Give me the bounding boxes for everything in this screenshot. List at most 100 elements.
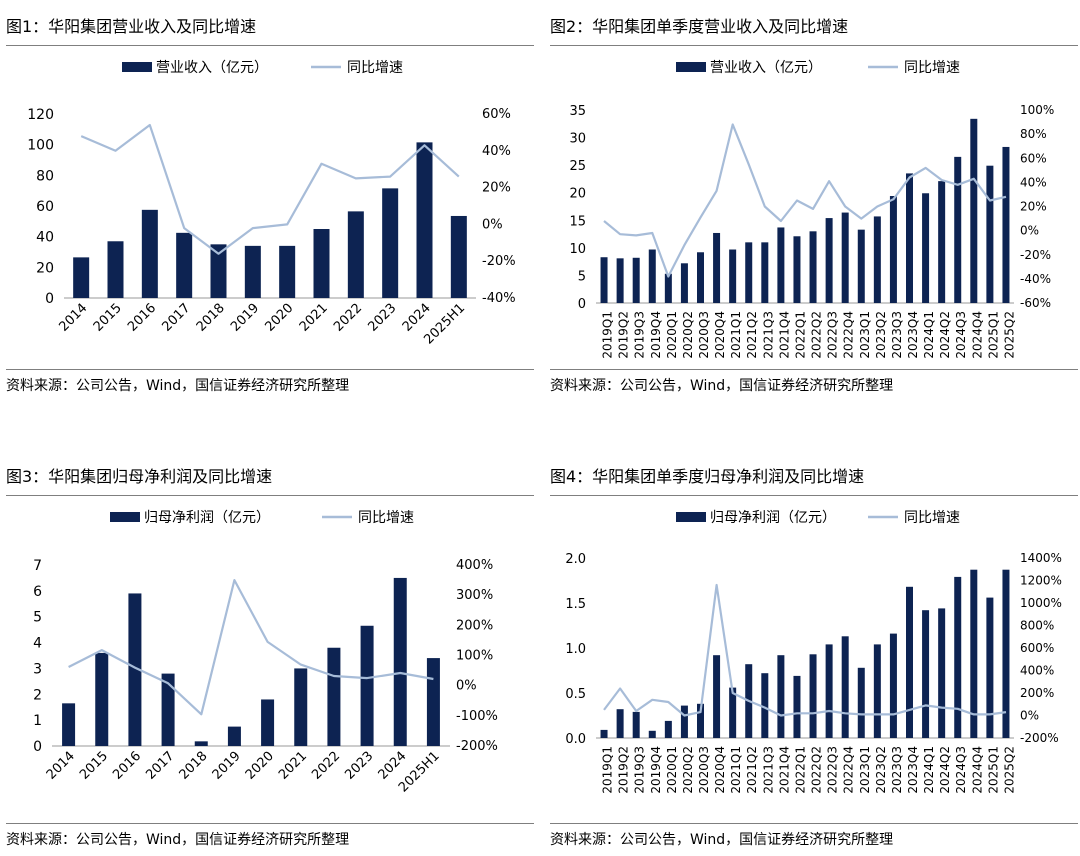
title-divider xyxy=(6,45,534,46)
revenue-annual-chart: 营业收入（亿元） 同比增速 0 20 40 60 80 100 120 -40% -20% 0% 20%… xyxy=(27,60,516,347)
y-left-tick-label: 0.5 xyxy=(565,687,586,702)
y-right-tick-label: 400% xyxy=(1020,664,1054,678)
legend-line-label: 同比增速 xyxy=(347,60,403,76)
bar-2020Q4 xyxy=(713,655,721,738)
bar-2019 xyxy=(244,245,261,298)
bar-2024Q3 xyxy=(954,156,962,303)
bar-2021Q3 xyxy=(761,242,769,303)
bar-2014 xyxy=(73,257,90,298)
x-tick-label: 2024Q1 xyxy=(922,746,936,794)
bar-2023Q4 xyxy=(906,173,913,303)
x-tick-label: 2020 xyxy=(243,749,277,783)
x-tick-label: 2021Q4 xyxy=(777,746,791,794)
x-tick-label: 2023Q1 xyxy=(858,746,872,794)
bar-2023Q2 xyxy=(873,216,881,303)
bar-2025H1 xyxy=(450,215,467,298)
chart-title: 图2：华阳集团单季度营业收入及同比增速 xyxy=(550,17,849,36)
x-tick-label: 2019 xyxy=(228,301,262,335)
x-tick-label: 2023Q2 xyxy=(874,746,888,794)
bar-2022Q4 xyxy=(841,636,849,738)
bar-2021 xyxy=(294,668,308,746)
bar-2019 xyxy=(227,726,241,746)
source-divider xyxy=(550,369,1078,370)
x-tick-label: 2025Q1 xyxy=(986,746,1000,794)
bar-2014 xyxy=(62,703,76,746)
bar-2018 xyxy=(210,244,227,298)
legend-bar-label: 营业收入（亿元） xyxy=(710,60,822,76)
y-right-tick-label: 60% xyxy=(482,107,511,122)
x-tick-label: 2019Q3 xyxy=(633,746,647,794)
y-right-tick-label: -40% xyxy=(482,291,516,306)
x-tick-label: 2020Q4 xyxy=(713,311,727,359)
source-note: 资料来源：公司公告，Wind，国信证券经济研究所整理 xyxy=(550,832,894,848)
y-right-tick-label: 600% xyxy=(1020,641,1054,655)
chart-title: 图3：华阳集团归母净利润及同比增速 xyxy=(6,467,273,486)
bar-2024Q4 xyxy=(970,569,978,738)
y-left-tick-label: 100 xyxy=(27,138,54,154)
bar-2016 xyxy=(141,209,158,298)
bar-2024Q2 xyxy=(938,181,946,303)
bar-2019Q4 xyxy=(648,730,656,738)
bar-2015 xyxy=(95,652,109,746)
x-tick-label: 2020 xyxy=(262,301,296,335)
bar-2019Q3 xyxy=(632,257,640,303)
legend-bar-label: 营业收入（亿元） xyxy=(156,60,268,76)
bar-2023Q1 xyxy=(857,229,865,303)
bar-2019Q2 xyxy=(616,258,624,303)
x-tick-label: 2019Q4 xyxy=(649,311,663,359)
bar-2020 xyxy=(279,245,296,298)
y-left-tick-label: 2 xyxy=(33,687,42,703)
x-tick-label: 2021Q3 xyxy=(761,746,775,794)
x-tick-label: 2022Q2 xyxy=(810,746,824,794)
legend-bar-swatch xyxy=(110,512,140,522)
bar-2025Q2 xyxy=(1002,146,1010,303)
bar-2019Q2 xyxy=(616,709,624,738)
x-tick-label: 2020Q1 xyxy=(665,746,679,794)
growth-rate-line xyxy=(68,578,434,716)
bar-2023Q3 xyxy=(889,196,897,303)
bar-2021Q3 xyxy=(761,673,769,738)
bar-2023Q4 xyxy=(906,586,913,738)
x-tick-label: 2023Q3 xyxy=(890,311,904,359)
y-right-tick-label: 800% xyxy=(1020,619,1054,633)
x-tick-label: 2021 xyxy=(297,301,331,335)
bar-2021Q1 xyxy=(729,249,737,303)
bar-2019Q1 xyxy=(600,729,608,738)
legend-line-label: 同比增速 xyxy=(358,510,414,526)
x-tick-label: 2021Q4 xyxy=(777,311,791,359)
y-right-tick-label: 0% xyxy=(456,679,477,694)
y-left-tick-label: 5 xyxy=(578,269,586,284)
source-divider xyxy=(6,369,534,370)
x-tick-label: 2019Q1 xyxy=(601,746,615,794)
y-right-tick-label: 20% xyxy=(1020,200,1047,214)
bar-2021Q4 xyxy=(777,227,785,303)
y-left-tick-label: 120 xyxy=(27,107,54,123)
y-right-tick-label: 40% xyxy=(482,144,511,159)
bar-2020Q1 xyxy=(664,273,672,303)
y-right-tick-label: -60% xyxy=(1020,296,1051,310)
growth-rate-line xyxy=(603,583,1007,717)
x-tick-label: 2019 xyxy=(210,749,244,783)
x-tick-label: 2024Q4 xyxy=(970,746,984,794)
x-tick-label: 2015 xyxy=(91,301,125,335)
y-left-tick-label: 0.0 xyxy=(565,732,586,747)
y-right-tick-label: 200% xyxy=(1020,686,1054,700)
chart-panel-3: 图3：华阳集团归母净利润及同比增速 归母净利润（亿元） 同比增速 0 1 2 3 4 5 6 7 -… xyxy=(6,466,534,854)
bar-2025Q2 xyxy=(1002,569,1010,738)
y-right-tick-label: 100% xyxy=(1020,103,1054,117)
x-tick-label: 2021Q3 xyxy=(761,311,775,359)
x-tick-label: 2022Q1 xyxy=(793,746,807,794)
x-tick-label: 2022 xyxy=(309,749,343,783)
x-tick-label: 2014 xyxy=(56,301,90,335)
y-right-tick-label: -200% xyxy=(1020,731,1059,745)
x-tick-label: 2020Q3 xyxy=(697,311,711,359)
y-left-tick-label: 6 xyxy=(33,584,42,600)
x-tick-label: 2022Q4 xyxy=(842,311,856,359)
y-left-tick-label: 5 xyxy=(33,610,42,626)
source-divider xyxy=(550,823,1078,824)
bar-2017 xyxy=(176,232,193,298)
x-tick-label: 2022Q3 xyxy=(826,311,840,359)
chart-title: 图4：华阳集团单季度归母净利润及同比增速 xyxy=(550,467,865,486)
bar-2023Q2 xyxy=(873,644,881,738)
x-tick-label: 2022Q4 xyxy=(842,746,856,794)
